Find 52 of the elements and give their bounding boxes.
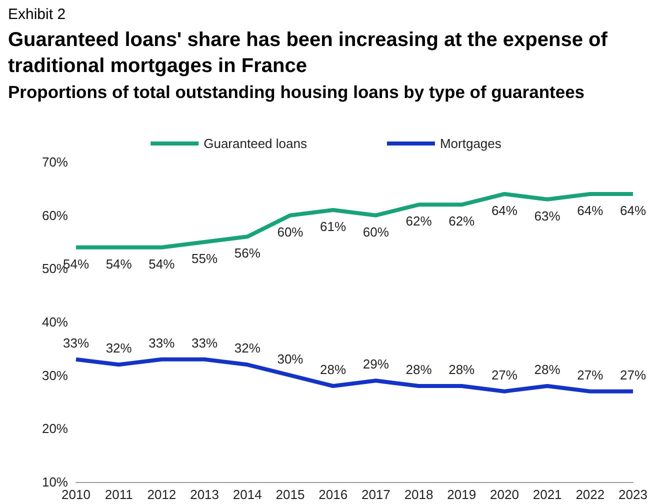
data-label: 30% <box>277 351 304 366</box>
chart-title: Guaranteed loans' share has been increasing at the expense of traditional mortgages in France <box>8 28 608 79</box>
x-tick-label: 2010 <box>62 487 90 502</box>
data-label: 62% <box>448 214 476 229</box>
x-tick-label: 2015 <box>276 487 305 502</box>
data-label: 54% <box>148 256 176 272</box>
data-label: 33% <box>192 335 218 350</box>
chart-subtitle: Proportions of total outstanding housing loans by type of guarantees <box>8 82 586 103</box>
data-label: 29% <box>362 356 390 372</box>
x-tick-label: 2014 <box>232 487 262 502</box>
data-label: 27% <box>491 367 518 382</box>
x-tick-label: 2019 <box>447 487 476 502</box>
data-label: 33% <box>62 335 90 350</box>
data-label: 28% <box>406 362 432 377</box>
x-tick-label: 2023 <box>618 487 648 502</box>
data-label: 64% <box>491 203 518 218</box>
data-label: 28% <box>448 362 476 377</box>
legend-label: Mortgages <box>440 136 502 151</box>
data-label: 64% <box>577 203 604 218</box>
x-tick-label: 2022 <box>576 487 605 502</box>
y-tick-label: 40% <box>42 314 68 330</box>
y-tick-label: 20% <box>42 421 68 436</box>
y-tick-label: 10% <box>42 474 68 490</box>
data-label: 60% <box>277 224 304 240</box>
data-label: 61% <box>320 219 347 234</box>
text: Exhibit 2 <box>8 6 67 23</box>
x-tick-label: 2011 <box>104 487 133 502</box>
x-tick-label: 2017 <box>361 487 390 502</box>
data-label: 27% <box>577 367 604 382</box>
y-tick-label: 30% <box>42 368 68 383</box>
x-tick-label: 2012 <box>147 487 176 502</box>
data-label: 27% <box>620 367 646 382</box>
y-tick-label: 60% <box>42 208 68 223</box>
data-label: 28% <box>534 362 561 377</box>
data-label: 64% <box>620 203 646 218</box>
data-label: 28% <box>320 362 347 377</box>
y-tick-label: 70% <box>42 154 68 170</box>
data-label: 33% <box>148 335 176 350</box>
x-tick-label: 2013 <box>190 487 219 502</box>
x-tick-label: 2018 <box>404 487 434 502</box>
x-tick-label: 2020 <box>490 487 519 502</box>
data-label: 54% <box>106 256 132 272</box>
x-tick-label: 2016 <box>318 487 348 502</box>
data-label: 62% <box>406 214 432 229</box>
x-tick-label: 2021 <box>532 487 562 502</box>
legend-label: Guaranteed loans <box>204 136 308 151</box>
data-label: 60% <box>362 224 390 240</box>
data-label: 55% <box>192 251 218 266</box>
data-label: 63% <box>534 208 561 224</box>
data-label: 32% <box>234 340 261 356</box>
data-label: 32% <box>106 340 132 356</box>
data-label: 56% <box>234 246 261 261</box>
